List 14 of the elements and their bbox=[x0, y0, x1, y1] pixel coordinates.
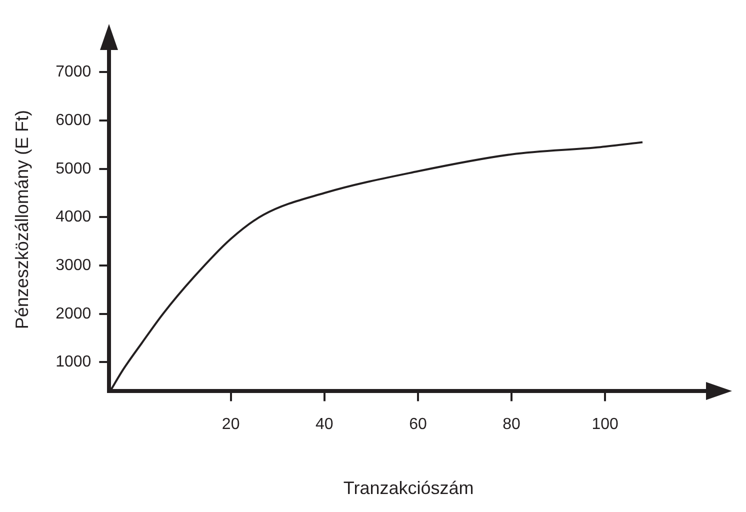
y-tick-label: 6000 bbox=[56, 112, 92, 129]
x-tick-label: 20 bbox=[222, 416, 240, 434]
y-tick-label: 2000 bbox=[56, 305, 92, 322]
x-tick-label: 100 bbox=[592, 416, 619, 434]
y-axis-title: Pénzeszközállomány (E Ft) bbox=[12, 110, 32, 330]
y-tick-label: 4000 bbox=[56, 208, 92, 226]
x-tick-label: 40 bbox=[315, 416, 334, 434]
y-tick-label: 5000 bbox=[56, 160, 92, 178]
y-tick-label: 3000 bbox=[56, 256, 92, 274]
y-tick-label: 1000 bbox=[56, 354, 92, 371]
y-tick-label: 7000 bbox=[56, 64, 92, 81]
x-axis-title: Tranzakciószám bbox=[343, 478, 474, 498]
x-tick-label: 60 bbox=[409, 416, 427, 434]
x-tick-label: 80 bbox=[502, 416, 521, 434]
